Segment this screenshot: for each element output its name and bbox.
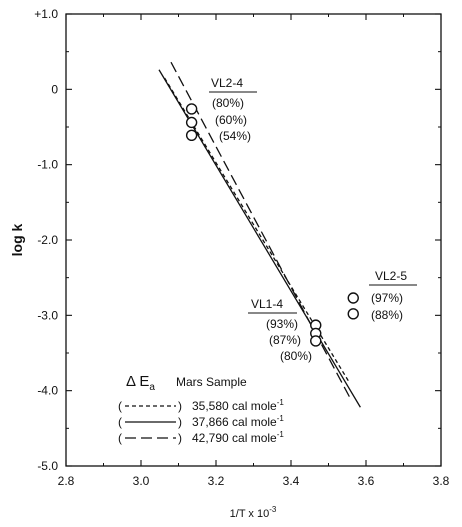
group-percent-label: (97%) xyxy=(371,291,403,305)
y-tick-label: -2.0 xyxy=(37,233,58,247)
axis-ticks: 2.8 3.0 3.2 3.4 3.6 3.8 +1.0 0 -1.0 -2.0 -3.0 -4.0 -… xyxy=(34,7,449,488)
y-tick-label: +1.0 xyxy=(34,7,58,21)
y-axis-title: log k xyxy=(9,223,25,256)
legend-title-label: Mars Sample xyxy=(176,375,247,389)
legend-entry-exponent: -1 xyxy=(277,430,285,439)
legend-entry-exponent: -1 xyxy=(277,398,285,407)
y-tick-label: 0 xyxy=(51,82,58,96)
group-percent-label: (60%) xyxy=(215,113,247,127)
legend-entry-label: 42,790 cal mole-1 xyxy=(192,430,284,445)
legend: Δ Ea Mars Sample () 35,580 cal mole-1 () 37,8… xyxy=(118,373,284,445)
legend-close-paren: ) xyxy=(178,415,182,429)
legend-title-symbol: Δ Ea xyxy=(126,373,155,393)
x-axis-title-base: 1/T x 10 xyxy=(230,508,270,520)
group-percent-label: (54%) xyxy=(219,129,251,143)
y-tick-label: -3.0 xyxy=(37,308,58,322)
y-tick-label: -1.0 xyxy=(37,158,58,172)
legend-open-paren: ( xyxy=(118,415,122,429)
legend-entry-label: 37,866 cal mole-1 xyxy=(192,414,284,429)
legend-entry-exponent: -1 xyxy=(277,414,285,423)
y-tick-label: -4.0 xyxy=(37,384,58,398)
x-axis-title-exponent: -3 xyxy=(269,505,277,514)
x-tick-label: 3.6 xyxy=(358,474,375,488)
group-percent-label: (88%) xyxy=(371,308,403,322)
y-tick-label: -5.0 xyxy=(37,459,58,473)
data-point xyxy=(347,292,359,304)
legend-title-subscript: a xyxy=(149,382,155,393)
legend-open-paren: ( xyxy=(118,399,122,413)
data-point xyxy=(185,103,198,115)
data-points xyxy=(185,103,359,347)
x-axis-title: 1/T x 10-3 xyxy=(230,505,277,520)
group-percent-label: (80%) xyxy=(280,349,312,363)
x-tick-label: 3.4 xyxy=(283,474,300,488)
x-tick-label: 3.0 xyxy=(133,474,150,488)
data-point xyxy=(185,129,198,141)
x-tick-label: 3.2 xyxy=(208,474,225,488)
group-percent-label: (93%) xyxy=(266,317,298,331)
group-name: VL1-4 xyxy=(251,297,283,311)
annotations: VL2-4 (80%) (60%) (54%) VL1-4 (93%) (87%) (80%)… xyxy=(209,76,417,363)
fit-line-long-dash xyxy=(170,61,352,401)
x-tick-label: 3.8 xyxy=(433,474,450,488)
group-percent-label: (87%) xyxy=(269,333,301,347)
x-tick-label: 2.8 xyxy=(58,474,75,488)
legend-close-paren: ) xyxy=(178,431,182,445)
legend-open-paren: ( xyxy=(118,431,122,445)
data-point xyxy=(347,308,359,320)
group-name: VL2-5 xyxy=(375,269,407,283)
legend-entry-label: 35,580 cal mole-1 xyxy=(192,398,284,413)
data-point xyxy=(185,116,198,129)
legend-close-paren: ) xyxy=(178,399,182,413)
data-point xyxy=(310,335,322,347)
group-name: VL2-4 xyxy=(211,76,243,90)
group-percent-label: (80%) xyxy=(212,96,244,110)
